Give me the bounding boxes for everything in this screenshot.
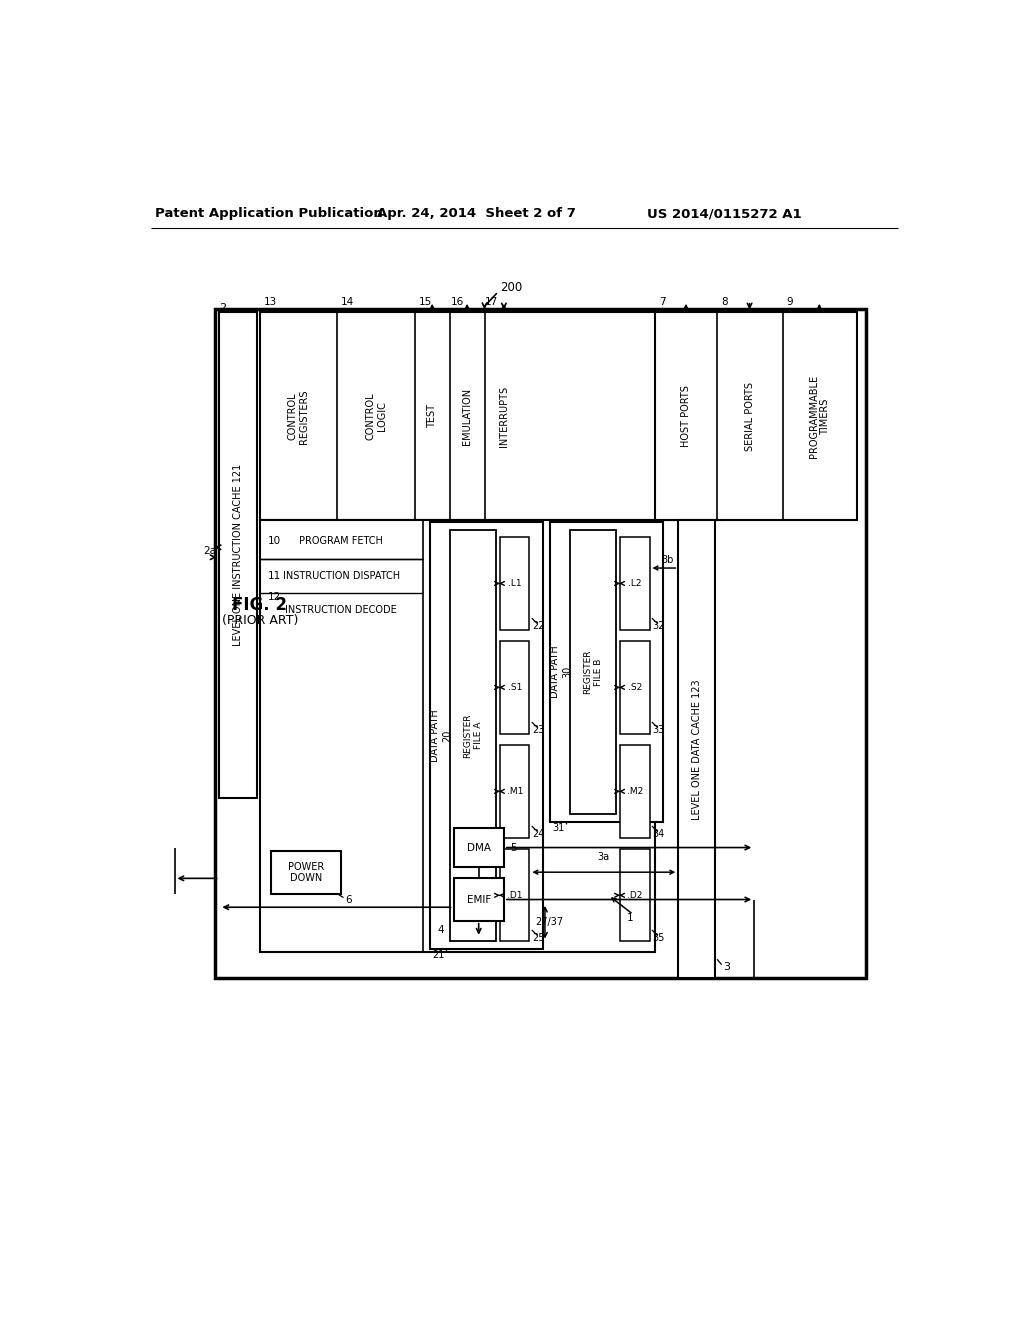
Bar [621,642,649,734]
Text: 1: 1 [627,913,634,924]
Text: 4: 4 [437,925,444,935]
Text: INSTRUCTION DECODE: INSTRUCTION DECODE [286,606,397,615]
Bar [260,520,655,952]
Text: PROGRAM FETCH: PROGRAM FETCH [299,536,383,546]
Text: REGISTER
FILE B: REGISTER FILE B [584,649,603,694]
Text: CONTROL
LOGIC: CONTROL LOGIC [366,392,387,440]
Text: 21: 21 [432,950,445,961]
Bar [454,878,504,921]
Text: 10: 10 [267,536,281,546]
Text: .D1: .D1 [507,891,522,900]
Text: .M2: .M2 [627,787,643,796]
Text: 24: 24 [532,829,545,838]
Text: FIG. 2: FIG. 2 [232,597,288,614]
Text: 16: 16 [451,297,464,308]
Text: 3b: 3b [662,556,674,565]
Text: LEVEL ONE DATA CACHE 123: LEVEL ONE DATA CACHE 123 [692,678,701,820]
Text: DATA PATH
30: DATA PATH 30 [551,645,572,698]
Text: EMIF: EMIF [467,895,490,904]
Text: 8: 8 [721,297,727,308]
Text: US 2014/0115272 A1: US 2014/0115272 A1 [647,207,802,220]
Text: .S2: .S2 [628,682,642,692]
Bar [219,313,257,797]
Text: 2a: 2a [204,546,216,556]
Text: 23: 23 [532,725,545,735]
Text: 32: 32 [652,620,665,631]
Bar [621,744,649,837]
Bar [621,849,649,941]
Bar [215,309,866,978]
Text: REGISTER
FILE A: REGISTER FILE A [463,713,482,758]
Text: 200: 200 [500,281,522,294]
Text: 3a: 3a [598,851,610,862]
Bar [500,537,529,630]
Text: 6: 6 [345,895,351,906]
Text: INTERRUPTS: INTERRUPTS [499,385,509,447]
Text: 12: 12 [267,593,281,602]
Text: LEVEL ONE INSTRUCTION CACHE 121: LEVEL ONE INSTRUCTION CACHE 121 [233,463,243,645]
Text: Patent Application Publication: Patent Application Publication [156,207,383,220]
Text: .M1: .M1 [507,787,523,796]
Text: (PRIOR ART): (PRIOR ART) [221,614,298,627]
Bar [430,521,543,949]
Text: EMULATION: EMULATION [462,388,472,445]
Text: 5: 5 [510,842,517,853]
Text: TEST: TEST [427,404,437,429]
Bar [260,313,725,520]
Text: 3: 3 [723,962,730,972]
Text: 9: 9 [786,297,794,308]
Text: .L1: .L1 [508,579,521,587]
Bar [655,313,856,520]
Text: 33: 33 [652,725,665,735]
Text: 2: 2 [219,304,226,313]
Bar [450,529,496,941]
Bar [678,520,716,978]
Text: 22: 22 [532,620,545,631]
Text: .D2: .D2 [627,891,642,900]
Text: 15: 15 [419,297,432,308]
Text: 34: 34 [652,829,665,838]
Bar [500,849,529,941]
Text: .S1: .S1 [508,682,522,692]
Text: SERIAL PORTS: SERIAL PORTS [744,381,755,451]
Bar [569,529,616,814]
Text: 14: 14 [341,297,354,308]
Text: POWER
DOWN: POWER DOWN [288,862,325,883]
Text: CONTROL
REGISTERS: CONTROL REGISTERS [288,389,309,444]
Bar [500,744,529,837]
Text: DMA: DMA [467,842,490,853]
Bar [500,642,529,734]
Text: 13: 13 [263,297,276,308]
Text: DATA PATH
20: DATA PATH 20 [430,709,452,762]
Bar [621,537,649,630]
Text: PROGRAMMABLE
TIMERS: PROGRAMMABLE TIMERS [809,375,830,458]
Bar [271,851,341,894]
Text: 35: 35 [652,933,665,942]
Text: 25: 25 [532,933,545,942]
Text: 17: 17 [485,297,499,308]
Text: 7: 7 [658,297,666,308]
Text: Apr. 24, 2014  Sheet 2 of 7: Apr. 24, 2014 Sheet 2 of 7 [377,207,577,220]
Text: INSTRUCTION DISPATCH: INSTRUCTION DISPATCH [283,572,399,581]
Text: 11: 11 [267,572,281,581]
Bar [550,521,663,822]
Bar [454,829,504,867]
Text: HOST PORTS: HOST PORTS [681,385,691,447]
Text: .L2: .L2 [628,579,642,587]
Text: 27/37: 27/37 [535,917,563,927]
Text: 31: 31 [553,824,565,833]
